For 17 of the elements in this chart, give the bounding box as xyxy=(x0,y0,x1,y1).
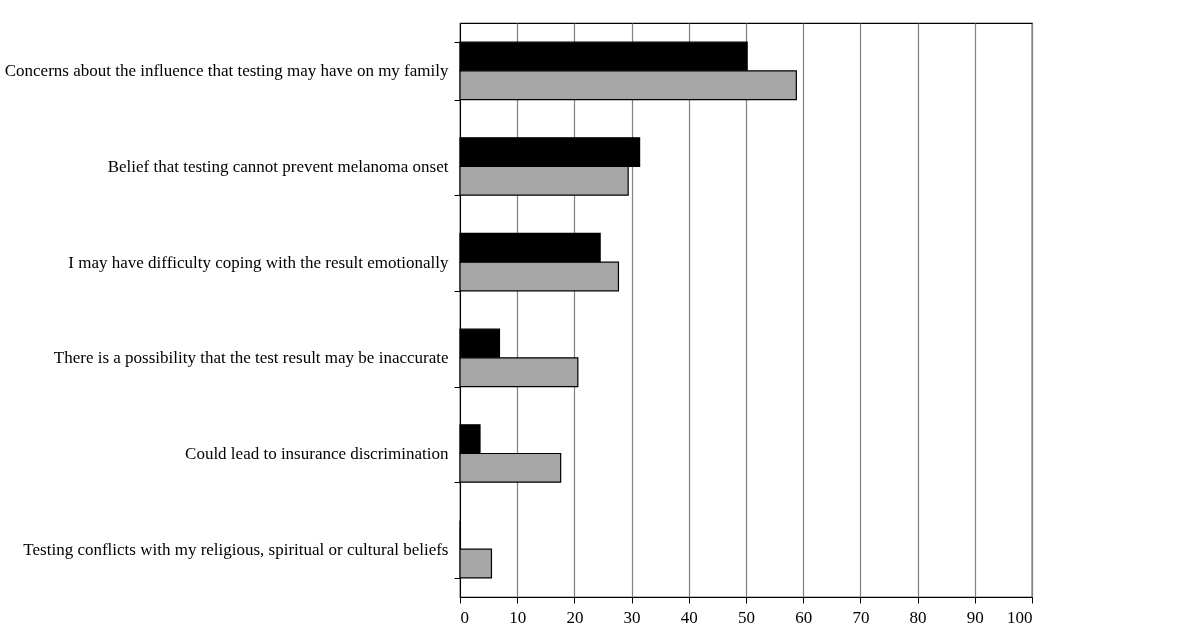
x-tick-label: 60 xyxy=(795,607,813,627)
x-tick-label: 90 xyxy=(966,607,984,627)
y-tick-label: Belief that testing cannot prevent melanoma onset xyxy=(107,157,449,176)
y-tick-label: I may have difficulty coping with the result emotionally xyxy=(68,252,449,272)
y-tick-label: Testing conflicts with my religious, spiritual or cultural beliefs xyxy=(23,539,449,559)
x-tick-label: 50 xyxy=(738,607,755,627)
x-tick-label: 40 xyxy=(680,607,698,627)
y-tick-label: Concerns about the influence that testing may have on my family xyxy=(4,61,449,81)
y-tick-label: There is a possibility that the test result may be inaccurate xyxy=(53,348,449,368)
x-tick-label: 100 xyxy=(1007,607,1033,627)
x-tick-label: 10 xyxy=(509,607,527,627)
x-tick-label: 80 xyxy=(909,607,927,627)
x-tick-label: 20 xyxy=(566,607,584,627)
x-tick-label: 0 xyxy=(460,607,469,627)
x-tick-label: 30 xyxy=(623,607,641,627)
x-tick-label: 70 xyxy=(852,607,870,627)
y-tick-label: Could lead to insurance discrimination xyxy=(185,444,449,463)
